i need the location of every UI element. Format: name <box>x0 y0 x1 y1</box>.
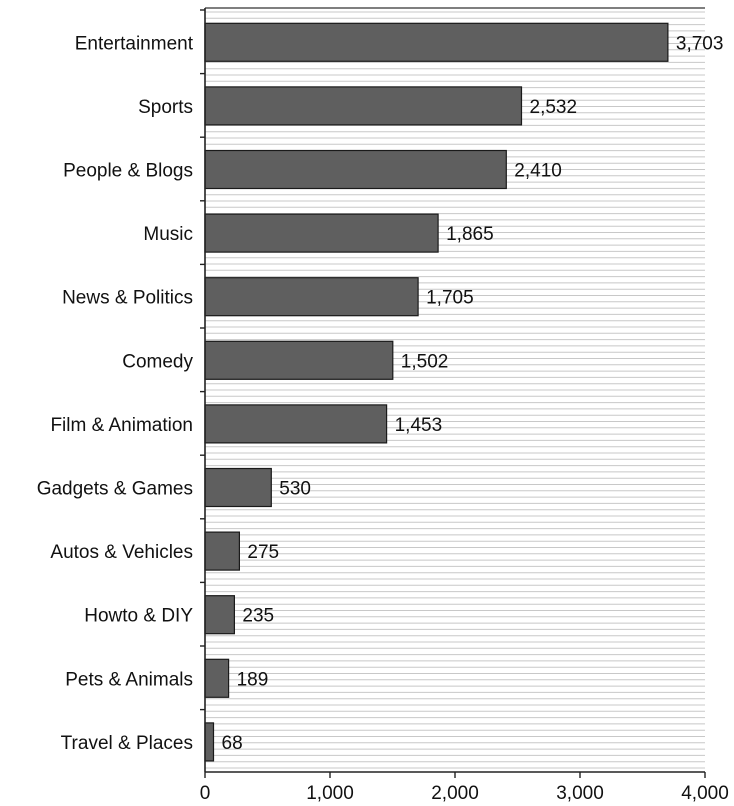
bar <box>204 404 388 444</box>
bar-value-label: 3,703 <box>676 33 724 54</box>
bar <box>204 722 215 762</box>
bar-value-label: 2,410 <box>514 161 562 182</box>
x-tick-label: 0 <box>200 783 211 804</box>
bar-value-label: 530 <box>279 479 311 500</box>
category-label: Howto & DIY <box>84 606 193 627</box>
x-tick-label: 3,000 <box>556 783 604 804</box>
bar-value-label: 1,865 <box>446 224 494 245</box>
bar <box>204 467 272 508</box>
x-tick-label: 1,000 <box>306 783 354 804</box>
category-label: Sports <box>138 97 193 118</box>
category-label: News & Politics <box>62 288 193 309</box>
bar <box>204 658 230 698</box>
category-label: Film & Animation <box>50 415 193 436</box>
category-label: People & Blogs <box>63 161 193 182</box>
category-label: Music <box>143 224 193 245</box>
category-label: Pets & Animals <box>65 669 193 690</box>
bar-value-label: 1,705 <box>426 288 474 309</box>
bar <box>204 531 241 571</box>
bar <box>204 595 235 635</box>
bars <box>204 22 669 762</box>
category-label: Travel & Places <box>61 733 193 754</box>
category-label: Autos & Vehicles <box>50 542 193 563</box>
bar <box>204 340 394 380</box>
bar-value-label: 1,453 <box>395 415 443 436</box>
labels: Entertainment 3,703 Sports 2,532 People & Bl… <box>37 33 729 804</box>
bar-value-label: 275 <box>247 542 279 563</box>
bar-value-label: 235 <box>242 606 274 627</box>
bar-value-label: 189 <box>237 669 269 690</box>
bar-value-label: 68 <box>222 733 243 754</box>
bar <box>204 149 507 190</box>
bar-value-label: 2,532 <box>530 97 578 118</box>
axes <box>200 7 706 778</box>
bar <box>204 277 419 317</box>
category-label: Entertainment <box>75 33 194 54</box>
bar <box>204 213 439 253</box>
category-label: Gadgets & Games <box>37 479 193 500</box>
x-tick-label: 2,000 <box>431 783 479 804</box>
bar <box>204 86 523 126</box>
bar <box>204 22 669 62</box>
x-tick-label: 4,000 <box>681 783 729 804</box>
bar-value-label: 1,502 <box>401 351 449 372</box>
category-label: Comedy <box>122 351 193 372</box>
